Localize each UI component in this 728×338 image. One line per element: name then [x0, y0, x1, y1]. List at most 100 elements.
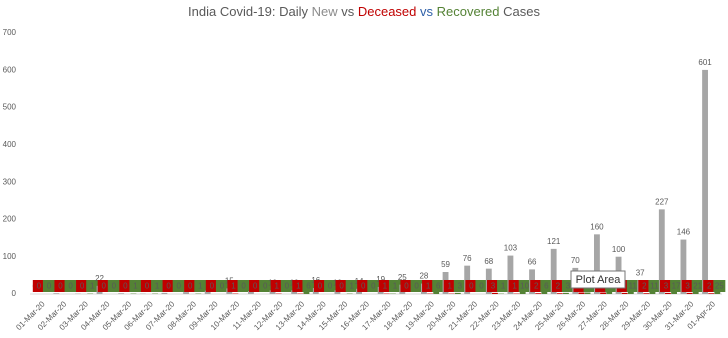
label-box — [32, 280, 45, 292]
value-label: 0 — [166, 282, 171, 291]
label-box — [205, 280, 218, 292]
value-label: 146 — [677, 228, 691, 237]
bar — [303, 291, 310, 294]
title-part: Cases — [500, 4, 541, 19]
label-box — [151, 280, 164, 292]
value-label: 59 — [441, 260, 450, 269]
bar — [621, 292, 628, 294]
value-label: 0 — [285, 282, 290, 291]
value-label: 0 — [123, 282, 128, 291]
value-label: 0 — [80, 282, 85, 291]
value-label: 103 — [504, 244, 518, 253]
value-label: 10 — [520, 282, 529, 291]
value-label: 160 — [590, 222, 604, 231]
bar — [563, 292, 569, 294]
label-box — [432, 280, 445, 292]
value-label: 37 — [636, 268, 645, 277]
value-label: 3 — [566, 282, 571, 291]
bar — [594, 234, 600, 294]
value-label: 11 — [650, 282, 659, 291]
title-part: Deceased — [358, 4, 417, 19]
bar — [665, 292, 671, 294]
label-box — [86, 280, 99, 292]
bar — [464, 265, 471, 294]
value-label: 0 — [469, 282, 474, 291]
value-label: 1 — [198, 282, 203, 291]
label-box — [119, 280, 132, 292]
bar — [708, 293, 715, 294]
bar — [53, 293, 60, 294]
value-label: 2 — [534, 282, 539, 291]
value-label: 3 — [685, 282, 690, 291]
value-label: 70 — [571, 256, 580, 265]
label-box — [227, 280, 240, 292]
bar — [550, 248, 557, 294]
label-box — [215, 280, 228, 292]
value-label: 1 — [383, 282, 388, 291]
value-label: 2 — [707, 282, 712, 291]
bar — [248, 291, 254, 294]
value-label: 0 — [37, 282, 42, 291]
value-label: 0 — [58, 282, 63, 291]
label-box — [64, 280, 77, 292]
label-box — [357, 280, 370, 292]
value-label: 1 — [393, 282, 398, 291]
y-tick-label: 600 — [3, 65, 17, 74]
value-label: 0 — [263, 282, 268, 291]
label-box — [313, 280, 326, 292]
value-label: 0 — [404, 282, 409, 291]
value-label: 0 — [318, 282, 323, 291]
label-box — [324, 280, 337, 292]
value-label: 1 — [296, 282, 301, 291]
value-label: 3 — [491, 282, 496, 291]
bar — [686, 292, 693, 294]
label-box — [422, 280, 435, 292]
label-box — [388, 280, 401, 292]
value-label: 6 — [436, 282, 441, 291]
bar — [118, 293, 125, 294]
value-label: 2 — [556, 282, 561, 291]
bar — [433, 291, 440, 294]
bar — [606, 291, 613, 294]
bar — [161, 292, 168, 294]
label-box — [530, 280, 543, 292]
bar — [658, 209, 665, 294]
label-box — [518, 280, 531, 292]
bar — [269, 290, 276, 294]
label-box — [184, 280, 197, 292]
label-box — [367, 280, 380, 292]
value-label: 1 — [133, 282, 138, 291]
value-label: 121 — [547, 237, 561, 246]
label-box — [172, 280, 185, 292]
bar — [578, 292, 585, 294]
value-label: 21 — [693, 282, 702, 291]
value-label: 25 — [715, 282, 724, 291]
value-label: 1 — [349, 282, 354, 291]
value-label: 227 — [655, 197, 669, 206]
value-label: 0 — [361, 282, 366, 291]
value-label: 2 — [642, 282, 647, 291]
y-tick-label: 100 — [3, 252, 17, 261]
bar — [204, 290, 211, 294]
bar — [584, 292, 591, 294]
value-label: 1 — [90, 282, 95, 291]
tooltip-box — [570, 270, 626, 289]
label-box — [292, 280, 305, 292]
y-tick-label: 200 — [3, 215, 17, 224]
value-label: 0 — [188, 282, 193, 291]
value-label: 100 — [612, 245, 626, 254]
title-part: India Covid-19: Daily — [188, 4, 312, 19]
bar — [454, 292, 461, 294]
value-label: 0 — [241, 282, 246, 291]
label-box — [345, 280, 358, 292]
bar — [519, 290, 526, 294]
bar — [556, 293, 563, 294]
value-label: 0 — [339, 282, 344, 291]
value-label: 66 — [528, 258, 537, 267]
value-label: 1 — [501, 282, 506, 291]
y-tick-label: 700 — [3, 28, 17, 37]
label-box — [486, 280, 499, 292]
bar — [680, 239, 687, 294]
value-label: 25 — [398, 273, 407, 282]
